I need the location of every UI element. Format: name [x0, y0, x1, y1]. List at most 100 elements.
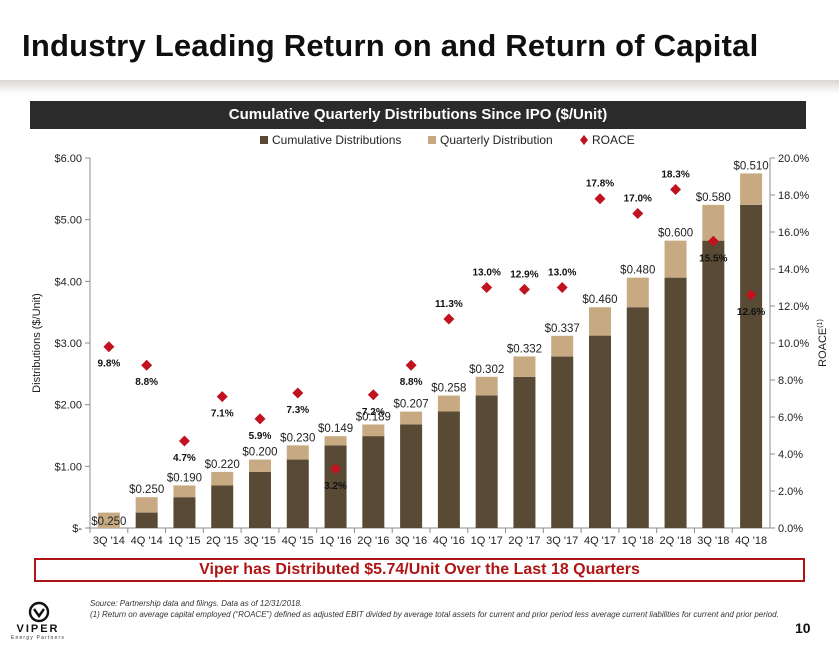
bar-cumulative — [626, 307, 649, 528]
bar-quarterly — [589, 307, 611, 336]
bar-cumulative — [400, 424, 423, 528]
roace-point — [103, 341, 115, 353]
bar-cumulative — [702, 240, 725, 528]
roace-point — [518, 283, 530, 295]
x-tick-label: 3Q '18 — [697, 535, 729, 547]
chart-legend: Cumulative Distributions Quarterly Distri… — [260, 133, 635, 147]
bar-quarterly — [664, 240, 687, 278]
roace-point — [481, 282, 493, 293]
bar-quarterly — [135, 497, 158, 513]
y2-tick-label: 10.0% — [778, 338, 809, 350]
roace-point — [254, 413, 266, 425]
y-tick-label: $- — [72, 523, 82, 535]
bar-value-label: $0.480 — [620, 265, 655, 277]
roace-point — [556, 282, 568, 293]
bar-quarterly — [475, 376, 498, 396]
roace-point — [594, 193, 606, 205]
bar-quarterly — [97, 512, 120, 528]
bar-quarterly — [551, 335, 574, 357]
roace-value-label: 8.8% — [135, 377, 158, 388]
bar-value-label: $0.200 — [242, 447, 277, 459]
y2-tick-label: 8.0% — [778, 375, 803, 387]
viper-logo-icon — [28, 601, 50, 623]
bar-value-label: $0.250 — [91, 516, 126, 528]
chart-bars — [97, 173, 763, 528]
y2-tick-label: 4.0% — [778, 449, 803, 461]
legend-quarterly-swatch — [428, 136, 436, 144]
viper-logo: VIPER Energy Partners — [8, 601, 68, 641]
bar-cumulative — [173, 497, 196, 528]
chart-banner: Cumulative Quarterly Distributions Since… — [30, 101, 806, 129]
y2-axis-title: ROACE(1) — [817, 319, 829, 367]
x-tick-label: 4Q '18 — [735, 535, 767, 547]
legend-quarterly-label: Quarterly Distribution — [440, 133, 553, 147]
bar-value-label: $0.250 — [129, 484, 164, 496]
y-tick-label: $6.00 — [54, 153, 82, 165]
roace-value-label: 18.3% — [661, 169, 689, 180]
bar-cumulative — [664, 277, 687, 528]
bar-value-label: $0.337 — [545, 323, 580, 335]
y2-tick-label: 16.0% — [778, 227, 809, 239]
roace-point — [632, 208, 644, 219]
bar-value-label: $0.258 — [431, 383, 466, 395]
x-tick-label: 4Q '14 — [131, 535, 163, 547]
y2-tick-label: 12.0% — [778, 301, 809, 313]
bar-cumulative — [324, 445, 347, 528]
legend-roace-swatch — [580, 135, 588, 145]
page-title: Industry Leading Return on and Return of… — [22, 28, 759, 63]
bar-value-label: $0.190 — [167, 472, 202, 484]
y2-tick-label: 6.0% — [778, 412, 803, 424]
bar-quarterly — [286, 445, 309, 460]
roace-value-label: 4.7% — [173, 453, 196, 464]
x-tick-label: 4Q '16 — [433, 535, 465, 547]
x-tick-label: 3Q '15 — [244, 535, 276, 547]
bar-value-label: $0.580 — [696, 192, 731, 204]
roace-point — [216, 391, 228, 403]
bar-quarterly — [702, 204, 725, 241]
x-tick-label: 4Q '15 — [282, 535, 314, 547]
roace-value-label: 5.9% — [249, 431, 272, 442]
page-number: 10 — [795, 620, 811, 636]
distribution-callout: Viper has Distributed $5.74/Unit Over th… — [34, 558, 805, 582]
footnote-source: Source: Partnership data and filings. Da… — [90, 599, 303, 608]
y2-tick-label: 14.0% — [778, 264, 809, 276]
bar-value-label: $0.460 — [582, 294, 617, 306]
roace-point — [745, 289, 757, 301]
y2-tick-label: 18.0% — [778, 190, 809, 202]
roace-value-label: 11.3% — [435, 299, 463, 310]
bar-value-label: $0.600 — [658, 228, 693, 240]
roace-point — [443, 313, 455, 325]
bar-quarterly — [173, 485, 196, 498]
bar-cumulative — [286, 459, 309, 528]
bar-cumulative — [211, 485, 234, 528]
legend-cumulative-label: Cumulative Distributions — [272, 133, 401, 147]
bar-quarterly — [740, 173, 763, 205]
x-tick-label: 1Q '18 — [622, 535, 654, 547]
bar-cumulative — [589, 335, 611, 528]
y2-tick-label: 0.0% — [778, 523, 803, 535]
y2-tick-label: 20.0% — [778, 153, 809, 165]
roace-value-label: 8.8% — [400, 377, 423, 388]
roace-value-label: 12.6% — [737, 307, 765, 318]
bar-cumulative — [551, 356, 574, 528]
roace-value-label: 9.8% — [97, 359, 120, 370]
roace-point — [330, 463, 342, 475]
bar-value-label: $0.510 — [734, 160, 769, 172]
logo-wordmark: VIPER — [16, 623, 60, 635]
roace-value-label: 12.9% — [510, 269, 538, 280]
bar-cumulative — [475, 395, 498, 528]
y-tick-label: $3.00 — [54, 338, 82, 350]
roace-value-label: 13.0% — [472, 268, 500, 279]
x-tick-label: 1Q '17 — [471, 535, 503, 547]
roace-point — [367, 389, 379, 401]
roace-value-label: 13.0% — [548, 268, 576, 279]
y2-tick-label: 2.0% — [778, 486, 803, 498]
bar-value-label: $0.207 — [394, 399, 429, 411]
bar-quarterly — [211, 471, 234, 486]
x-tick-label: 1Q '16 — [320, 535, 352, 547]
roace-value-label: 7.2% — [362, 407, 385, 418]
x-tick-label: 3Q '16 — [395, 535, 427, 547]
y-tick-label: $5.00 — [54, 215, 82, 227]
distributions-chart: Cumulative Distributions Quarterly Distri… — [31, 133, 829, 547]
roace-points — [103, 183, 757, 475]
